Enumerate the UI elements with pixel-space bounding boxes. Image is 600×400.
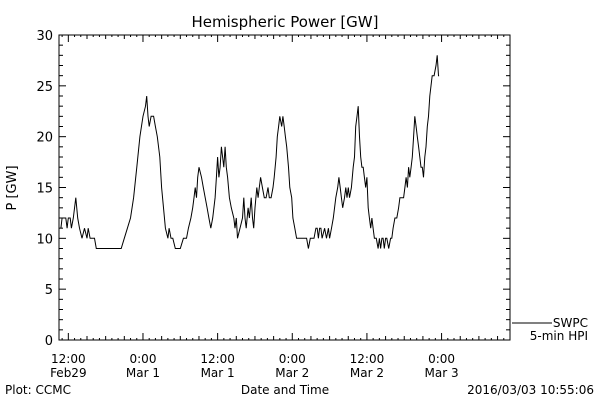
chart-title: Hemispheric Power [GW] <box>192 13 379 31</box>
x-tick-label-date: Mar 2 <box>275 366 309 380</box>
y-tick-label: 30 <box>36 29 53 44</box>
series-line-hpi <box>60 55 440 249</box>
y-axis-label: P [GW] <box>5 165 20 210</box>
footer-timestamp: 2016/03/03 10:55:06 <box>467 383 594 397</box>
footer-credit: Plot: CCMC <box>5 383 71 397</box>
x-tick-label-date: Feb29 <box>50 366 87 380</box>
x-tick-label-time: 0:00 <box>130 352 157 366</box>
x-axis-label: Date and Time <box>241 383 329 397</box>
x-tick-label-date: Mar 2 <box>350 366 384 380</box>
y-tick-label: 0 <box>45 334 53 349</box>
y-tick-label: 25 <box>36 80 53 95</box>
x-tick-label-date: Mar 1 <box>126 366 160 380</box>
legend-label-line1: SWPC <box>553 316 588 330</box>
y-tick-label: 20 <box>36 131 53 146</box>
x-tick-label-time: 12:00 <box>200 352 235 366</box>
x-tick-label-date: Mar 1 <box>201 366 235 380</box>
legend-label-line2: 5-min HPI <box>530 329 588 343</box>
x-tick-label-time: 12:00 <box>350 352 385 366</box>
x-tick-label-time: 0:00 <box>279 352 306 366</box>
x-tick-label-time: 12:00 <box>51 352 86 366</box>
y-tick-label: 15 <box>36 182 53 197</box>
plot-frame <box>58 34 511 341</box>
x-tick-label-time: 0:00 <box>428 352 455 366</box>
y-tick-label: 10 <box>36 232 53 247</box>
series-group <box>60 55 440 249</box>
y-tick-label: 5 <box>45 283 53 298</box>
x-tick-label-date: Mar 3 <box>425 366 459 380</box>
y-axis: 0 5 10 15 20 25 30 <box>36 29 510 349</box>
